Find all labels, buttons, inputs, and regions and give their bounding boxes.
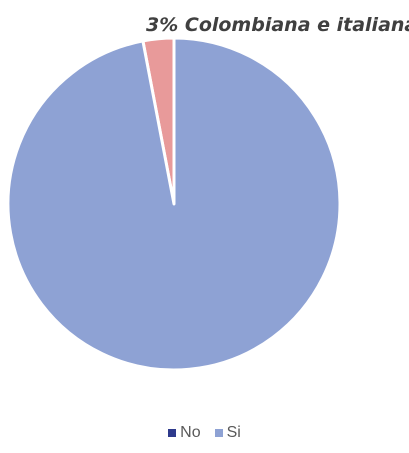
legend-swatch-no xyxy=(168,429,177,437)
legend-label-si: Si xyxy=(226,424,241,441)
pie-slice-si xyxy=(6,36,342,372)
pie-chart xyxy=(6,36,342,372)
slice-annotation: 3% Colombiana e italiana xyxy=(146,14,409,36)
legend-item-no: No xyxy=(168,424,201,442)
chart-legend: No Si xyxy=(0,424,409,442)
legend-label-no: No xyxy=(180,424,201,441)
legend-item-si: Si xyxy=(214,424,241,442)
legend-swatch-si xyxy=(214,429,223,437)
